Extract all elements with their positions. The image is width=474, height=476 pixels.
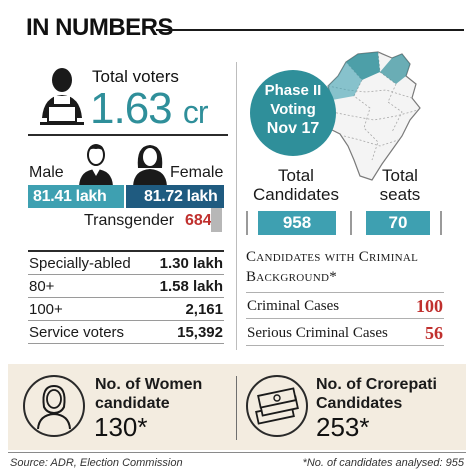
row-value: 2,161 [185, 301, 223, 318]
total-voters-label: Total voters [92, 67, 179, 86]
women-candidates-value: 130* [94, 412, 148, 442]
row-label: Service voters [29, 324, 125, 341]
table-row: Criminal Cases 100 [246, 293, 444, 319]
table-top-rule [28, 250, 224, 252]
male-person-icon [79, 144, 113, 186]
table-row: Specially-abled 1.30 lakh [28, 252, 224, 275]
transgender-label: Transgender [84, 212, 175, 229]
band-divider [236, 376, 237, 440]
row-value: 1.58 lakh [159, 278, 223, 295]
total-candidates-label: Total Candidates [252, 166, 339, 204]
voter-at-laptop-icon [40, 68, 84, 125]
phase-line-3: Nov 17 [266, 120, 320, 137]
male-label: Male [29, 164, 64, 181]
woman-candidate-icon [37, 384, 71, 429]
source-note: Source: ADR, Election Commission [10, 457, 183, 469]
crorepati-candidates-value: 253* [316, 412, 370, 442]
footer-rule [8, 452, 466, 453]
women-candidates-label: No. of Women candidate [95, 375, 229, 413]
male-voters-bar: 81.41 lakh [28, 185, 124, 208]
row-value: 1.30 lakh [159, 255, 223, 272]
female-voters-bar: 81.72 lakh [126, 185, 224, 208]
total-seats-label: Total seats [379, 166, 421, 204]
row-value: 100 [416, 296, 443, 316]
female-label: Female [170, 164, 224, 181]
table-row: 80+ 1.58 lakh [28, 275, 224, 298]
total-seats-value: 70 [366, 211, 430, 235]
row-label: 80+ [29, 278, 55, 295]
stub-line [350, 211, 352, 235]
voter-category-table: Specially-abled 1.30 lakh 80+ 1.58 lakh … [28, 252, 224, 344]
criminal-background-heading: Candidates with Criminal Background* [246, 249, 419, 285]
table-row: 100+ 2,161 [28, 298, 224, 321]
total-voters-number: 1.63 [90, 84, 173, 133]
phase-line-2: Voting [270, 101, 316, 118]
total-voters-value: 1.63 cr [90, 84, 209, 134]
page-title: IN NUMBERS [26, 14, 174, 41]
state-map-icon [323, 51, 421, 181]
stub-line [440, 211, 442, 235]
table-row: Service voters 15,392 [28, 321, 224, 344]
row-label: Criminal Cases [247, 298, 340, 314]
footnote: *No. of candidates analysed: 955 [302, 457, 464, 469]
row-label: Serious Criminal Cases [247, 325, 388, 341]
phase-line-1: Phase II [264, 82, 322, 99]
women-label-text: No. of Women candidate [95, 376, 203, 412]
phase-badge: Phase II Voting Nov 17 [250, 70, 336, 156]
total-voters-unit: cr [182, 94, 209, 130]
crorepati-candidates-label: No. of Crorepati Candidates [316, 375, 448, 413]
transgender-value: 684 [185, 212, 212, 229]
stub-line [246, 211, 248, 235]
column-divider [236, 62, 237, 350]
table-row: Serious Criminal Cases 56 [246, 320, 444, 346]
row-value: 15,392 [177, 324, 223, 341]
criminal-top-rule [246, 292, 444, 293]
cash-stack-icon [255, 387, 299, 425]
title-rule [156, 29, 464, 31]
row-label: Specially-abled [29, 255, 131, 272]
transgender-bar [211, 208, 222, 232]
row-value: 56 [425, 323, 443, 343]
section-divider [28, 134, 228, 136]
bar-gap [124, 185, 126, 208]
row-label: 100+ [29, 301, 63, 318]
female-person-icon [133, 145, 167, 186]
women-icon-circle [23, 375, 85, 437]
crorepati-icon-circle [246, 375, 308, 437]
crorepati-label-text: No. of Crorepati Candidates [316, 376, 437, 412]
total-candidates-value: 958 [258, 211, 336, 235]
